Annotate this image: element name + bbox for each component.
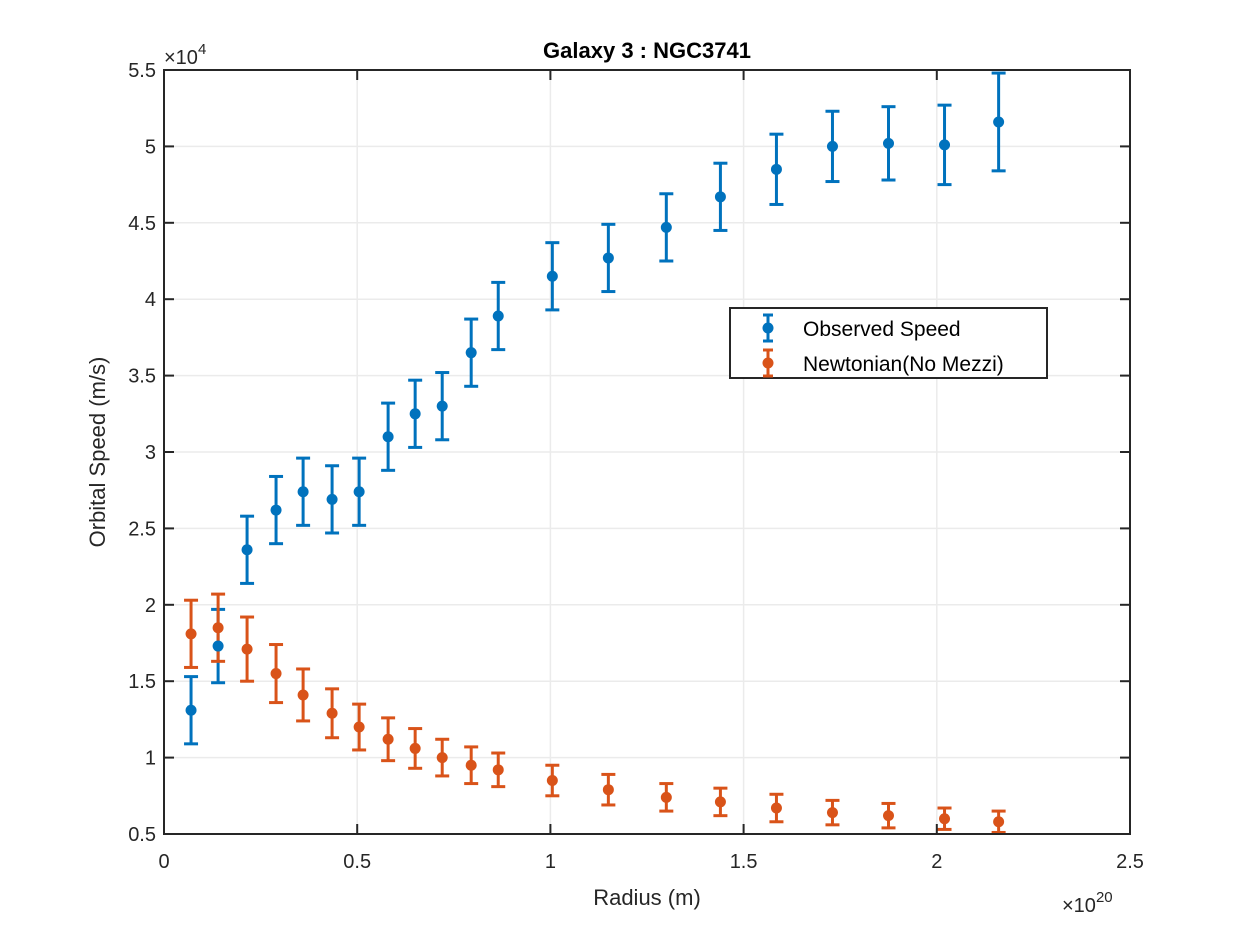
axis-ticks — [163, 69, 1131, 835]
newtonian-point — [436, 752, 448, 764]
x-tick-label: 2.5 — [1116, 851, 1144, 873]
newtonian-point — [297, 689, 309, 701]
observed-point — [326, 493, 338, 505]
newtonian-point — [185, 628, 197, 640]
observed-point — [939, 139, 951, 151]
newtonian-point — [993, 816, 1005, 828]
legend-label-newtonian: Newtonian(No Mezzi) — [803, 353, 1004, 376]
y-tick-label: 5.5 — [128, 60, 156, 82]
chart-title: Galaxy 3 : NGC3741 — [543, 38, 751, 63]
observed-point — [660, 221, 672, 233]
y-exponent-label: ×104 — [164, 41, 206, 69]
observed-point — [212, 640, 224, 652]
newtonian-point — [939, 813, 951, 825]
observed-point — [826, 140, 838, 152]
y-tick-label: 4.5 — [128, 213, 156, 235]
newtonian-point — [492, 764, 504, 776]
observed-point — [436, 400, 448, 412]
observed-point — [382, 431, 394, 443]
newtonian-point — [883, 810, 894, 822]
observed-point — [270, 504, 282, 516]
newtonian-point — [770, 802, 782, 814]
y-tick-label: 1 — [145, 748, 156, 770]
y-tick-label: 1.5 — [128, 671, 156, 693]
observed-point — [492, 310, 504, 322]
y-tick-labels: 0.5 1 1.5 2 2.5 3 3.5 4 4.5 5 5.5 — [128, 60, 156, 846]
newtonian-point — [660, 791, 672, 803]
newtonian-point — [353, 721, 365, 733]
newtonian-point — [241, 643, 253, 655]
x-tick-label: 0 — [158, 851, 169, 873]
legend-entries — [762, 313, 774, 378]
newtonian-point — [546, 775, 558, 787]
observed-point — [241, 544, 253, 556]
y-tick-label: 2.5 — [128, 518, 156, 540]
observed-point — [770, 163, 782, 175]
y-tick-label: 2 — [145, 595, 156, 617]
y-tick-label: 5 — [145, 136, 156, 158]
observed-point — [185, 704, 197, 716]
x-axis-label: Radius (m) — [593, 885, 701, 910]
observed-point — [602, 252, 614, 264]
newtonian-point — [714, 796, 726, 808]
legend-label-observed: Observed Speed — [803, 318, 961, 341]
legend-point — [762, 322, 774, 334]
x-tick-label: 1 — [545, 851, 556, 873]
x-tick-label: 2 — [931, 851, 942, 873]
observed-point — [409, 408, 421, 420]
newtonian-point — [409, 742, 421, 754]
x-exponent-power: 20 — [1096, 889, 1113, 906]
newtonian-point — [270, 668, 282, 680]
newtonian-point — [212, 622, 224, 634]
observed-point — [465, 347, 477, 359]
y-exponent-base: ×10 — [164, 47, 198, 69]
newtonian-point — [465, 759, 477, 771]
legend-point — [762, 357, 774, 369]
x-exponent-base: ×10 — [1062, 895, 1096, 917]
observed-point — [714, 191, 726, 203]
observed-point — [546, 270, 558, 282]
observed-point — [883, 137, 894, 149]
legend: Observed Speed Newtonian(No Mezzi) — [729, 307, 1048, 379]
y-tick-label: 3.5 — [128, 366, 156, 388]
newtonian-point — [826, 807, 838, 819]
x-tick-label: 0.5 — [343, 851, 371, 873]
observed-point — [993, 116, 1005, 128]
legend-box — [729, 307, 1048, 379]
svg-text:×104: ×104 — [164, 41, 206, 69]
x-tick-labels: 0 0.5 1 1.5 2 2.5 — [158, 851, 1143, 873]
y-tick-label: 0.5 — [128, 824, 156, 846]
x-exponent-label: ×1020 — [1062, 889, 1113, 917]
svg-text:×1020: ×1020 — [1062, 889, 1113, 917]
observed-point — [353, 486, 365, 498]
observed-point — [297, 486, 309, 498]
legend-marker-observed — [762, 313, 774, 343]
data-points — [185, 116, 1005, 828]
y-tick-label: 4 — [145, 289, 156, 311]
y-tick-label: 3 — [145, 442, 156, 464]
newtonian-point — [382, 733, 394, 745]
legend-marker-newtonian — [762, 348, 774, 378]
y-exponent-power: 4 — [198, 41, 206, 58]
newtonian-point — [326, 707, 338, 719]
y-axis-label: Orbital Speed (m/s) — [85, 357, 110, 548]
x-tick-label: 1.5 — [730, 851, 758, 873]
newtonian-point — [602, 784, 614, 796]
